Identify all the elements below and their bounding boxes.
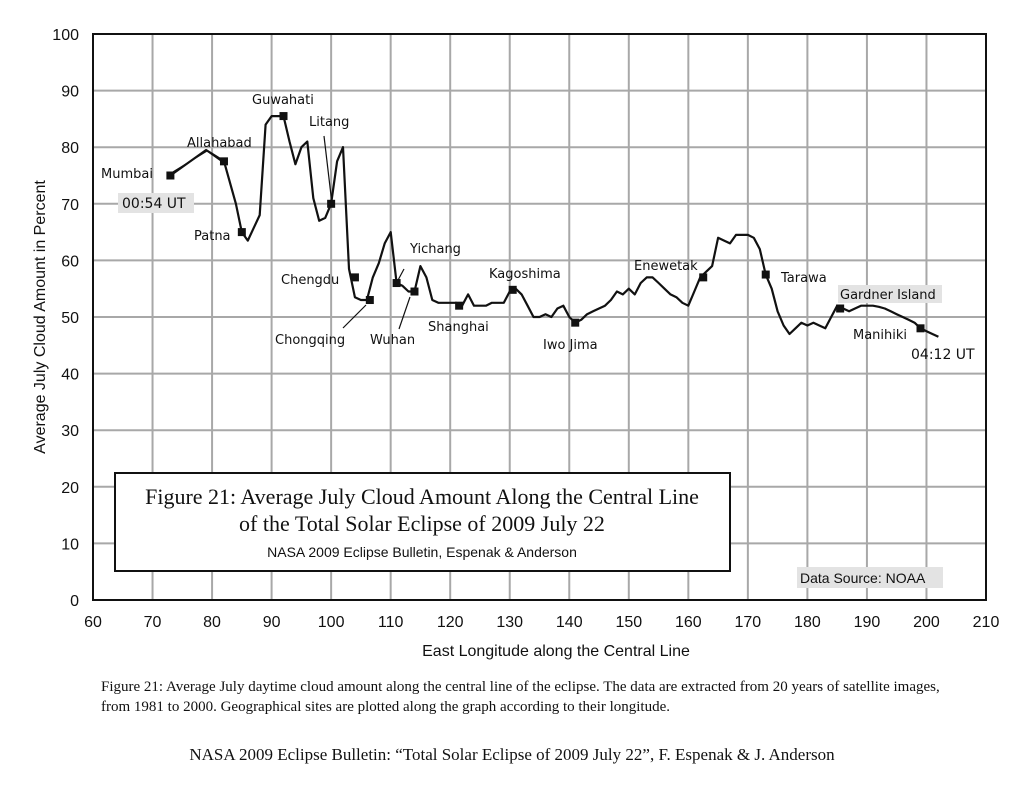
- label-iwo-jima: Iwo Jima: [543, 338, 598, 353]
- y-tick-100: 100: [52, 27, 79, 44]
- marker-yichang: [392, 279, 401, 288]
- bulletin-footer: NASA 2009 Eclipse Bulletin: “Total Solar…: [189, 745, 835, 764]
- label-allahabad: Allahabad: [187, 136, 252, 151]
- label-gardner-island: Gardner Island: [840, 288, 936, 303]
- marker-patna: [237, 228, 246, 237]
- label-shanghai: Shanghai: [428, 320, 489, 335]
- label-yichang: Yichang: [409, 242, 461, 257]
- start-time-label: 00:54 UT: [122, 196, 186, 212]
- label-chongqing: Chongqing: [275, 333, 345, 348]
- label-litang: Litang: [309, 115, 349, 130]
- x-tick-180: 180: [794, 614, 821, 631]
- marker-allahabad: [219, 157, 228, 166]
- marker-manihiki: [916, 324, 925, 333]
- y-tick-0: 0: [70, 593, 79, 610]
- y-tick-70: 70: [61, 197, 79, 214]
- label-tarawa: Tarawa: [780, 271, 827, 286]
- x-tick-120: 120: [437, 614, 464, 631]
- x-tick-140: 140: [556, 614, 583, 631]
- label-enewetak: Enewetak: [634, 259, 698, 274]
- site-markers: [166, 112, 925, 333]
- marker-guwahati: [279, 112, 288, 121]
- cloud-series-line: [169, 114, 939, 338]
- chart-title-line2: of the Total Solar Eclipse of 2009 July …: [239, 511, 605, 536]
- x-tick-170: 170: [735, 614, 762, 631]
- y-tick-90: 90: [61, 84, 79, 101]
- y-tick-60: 60: [61, 253, 79, 270]
- marker-chengdu: [350, 273, 359, 282]
- x-tick-80: 80: [203, 614, 221, 631]
- x-tick-labels: 60 70 80 90 100 110 120 130 140 150 160 170 180 190 20…: [84, 614, 999, 631]
- start-time-bg: [118, 193, 194, 213]
- plot-frame: [92, 33, 987, 601]
- marker-enewetak: [699, 273, 708, 282]
- marker-chongqing: [365, 296, 374, 305]
- x-tick-160: 160: [675, 614, 702, 631]
- data-source-label: Data Source: NOAA: [800, 570, 926, 586]
- marker-mumbai: [166, 171, 175, 180]
- x-tick-150: 150: [615, 614, 642, 631]
- x-tick-90: 90: [263, 614, 281, 631]
- marker-iwo-jima: [571, 318, 580, 327]
- end-time-label: 04:12 UT: [911, 347, 975, 363]
- x-tick-110: 110: [378, 614, 404, 631]
- x-tick-130: 130: [496, 614, 523, 631]
- label-manihiki: Manihiki: [853, 328, 907, 343]
- x-tick-200: 200: [913, 614, 940, 631]
- marker-litang: [327, 199, 336, 208]
- marker-gardner-island: [836, 304, 845, 313]
- marker-tarawa: [761, 270, 770, 279]
- leader-chongqing: [342, 304, 367, 329]
- y-tick-50: 50: [61, 310, 79, 327]
- leader-wuhan: [398, 296, 411, 330]
- gardner-island-label-bg: [838, 285, 942, 303]
- y-tick-labels: 0 10 20 30 40 50 60 70 80 90 100: [52, 27, 79, 610]
- label-guwahati: Guwahati: [252, 93, 314, 108]
- marker-shanghai: [455, 301, 464, 310]
- y-tick-10: 10: [61, 536, 79, 553]
- y-tick-30: 30: [61, 423, 79, 440]
- chart-title: Figure 21: Average July Cloud Amount Alo…: [145, 484, 699, 509]
- site-labels: Mumbai Allahabad Patna Guwahati Litang C…: [101, 93, 942, 353]
- leader-litang: [323, 135, 333, 205]
- chart-subtitle: NASA 2009 Eclipse Bulletin, Espenak & An…: [267, 544, 577, 560]
- x-tick-70: 70: [144, 614, 162, 631]
- x-axis-title: East Longitude along the Central Line: [422, 643, 690, 660]
- label-patna: Patna: [194, 229, 231, 244]
- label-wuhan: Wuhan: [370, 333, 415, 348]
- x-tick-190: 190: [854, 614, 881, 631]
- x-tick-100: 100: [318, 614, 345, 631]
- marker-wuhan: [410, 287, 419, 296]
- title-box: Figure 21: Average July Cloud Amount Alo…: [114, 472, 731, 572]
- label-mumbai: Mumbai: [101, 167, 153, 182]
- y-tick-20: 20: [61, 480, 79, 497]
- y-tick-80: 80: [61, 140, 79, 157]
- label-kagoshima: Kagoshima: [489, 267, 561, 282]
- source-bg: [797, 567, 943, 588]
- y-axis-title: Average July Cloud Amount in Percent: [32, 180, 49, 454]
- x-tick-210: 210: [973, 614, 1000, 631]
- x-tick-60: 60: [84, 614, 102, 631]
- cloud-amount-chart: 60 70 80 90 100 110 120 130 140 150 160 170 180 190 20…: [32, 27, 999, 660]
- figure-caption: Figure 21: Average July daytime cloud am…: [101, 679, 940, 715]
- label-chengdu: Chengdu: [281, 273, 339, 288]
- marker-kagoshima: [508, 285, 517, 294]
- y-tick-40: 40: [61, 367, 79, 384]
